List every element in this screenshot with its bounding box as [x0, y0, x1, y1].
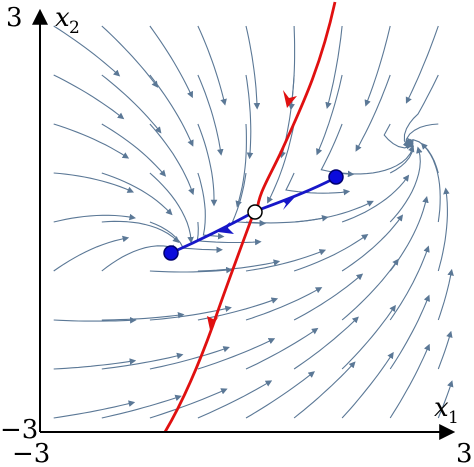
- streamline: [364, 25, 391, 107]
- streamline: [402, 74, 439, 149]
- y-axis-subscript: 2: [69, 18, 80, 38]
- y-axis-symbol: x: [55, 3, 70, 33]
- streamline: [149, 305, 232, 321]
- streamline: [53, 172, 135, 193]
- connection-right: [255, 176, 336, 213]
- streamline: [389, 196, 429, 272]
- streamline: [285, 172, 351, 196]
- streamline: [341, 351, 394, 419]
- streamline: [389, 343, 431, 419]
- streamline: [197, 380, 273, 419]
- streamline: [53, 25, 121, 77]
- streamline: [53, 213, 137, 223]
- streamline: [53, 400, 136, 419]
- x-axis-subscript: 1: [448, 408, 459, 428]
- y-min-label: −3: [0, 415, 38, 445]
- streamline: [53, 235, 130, 272]
- streamline: [389, 294, 430, 370]
- streamline-field: [53, 25, 454, 419]
- y-max-label: 3: [6, 3, 23, 33]
- streamline: [101, 172, 173, 216]
- streamline: [293, 233, 369, 272]
- x-min-label: −3: [12, 439, 50, 467]
- streamline: [294, 200, 374, 223]
- streamline: [53, 123, 130, 159]
- streamline: [101, 123, 167, 177]
- streamline: [197, 297, 279, 321]
- streamline: [405, 25, 439, 104]
- streamline: [101, 74, 162, 134]
- streamline: [149, 25, 193, 99]
- streamline: [293, 273, 364, 321]
- streamline: [245, 287, 323, 321]
- streamline: [355, 74, 391, 152]
- streamline: [267, 123, 295, 204]
- streamline: [245, 371, 315, 419]
- streamline: [245, 327, 319, 370]
- connection-arrow-left: [218, 222, 234, 234]
- streamline: [149, 221, 223, 254]
- streamline: [341, 174, 410, 223]
- streamline: [437, 330, 453, 370]
- separatrix-arrow-lower: [207, 316, 219, 330]
- streamline: [101, 352, 184, 370]
- streamline: [342, 145, 415, 175]
- separatrix-arrow-upper: [283, 90, 297, 108]
- streamline: [293, 361, 356, 419]
- streamline: [53, 316, 137, 324]
- streamline: [437, 380, 454, 419]
- streamline: [235, 123, 247, 208]
- streamline: [245, 25, 261, 110]
- streamline: [437, 268, 454, 321]
- streamline: [197, 123, 218, 207]
- streamline: [149, 388, 228, 419]
- streamline: [101, 244, 179, 272]
- stable-node-right: [328, 169, 344, 185]
- streamline: [101, 25, 159, 88]
- streamline: [437, 187, 450, 272]
- x-max-label: 3: [456, 439, 473, 467]
- streamline: [197, 25, 227, 106]
- saddle-point: [247, 204, 263, 220]
- streamline: [403, 123, 439, 150]
- streamline: [341, 258, 399, 321]
- streamline: [53, 74, 125, 120]
- x-axis-symbol: x: [434, 393, 449, 423]
- streamline: [288, 25, 296, 111]
- streamline: [197, 74, 224, 156]
- streamline: [341, 214, 404, 272]
- streamline: [149, 266, 233, 274]
- streamline: [389, 146, 423, 223]
- separatrix-upper: [255, 1, 337, 212]
- unstable-manifold: [170, 176, 336, 255]
- streamline: [341, 304, 396, 370]
- streamline: [149, 346, 230, 370]
- streamline: [325, 25, 343, 109]
- streamline: [197, 172, 225, 240]
- streamline: [316, 74, 343, 156]
- streamline: [245, 249, 327, 272]
- streamline: [389, 245, 430, 321]
- streamline: [197, 338, 276, 370]
- separatrix: [163, 1, 337, 433]
- streamline: [196, 221, 262, 246]
- connection-left: [170, 210, 255, 255]
- connection-arrow-right: [282, 197, 295, 210]
- streamline: [149, 123, 195, 196]
- streamline: [101, 394, 182, 419]
- streamline: [101, 220, 180, 243]
- streamline: [53, 358, 137, 370]
- streamline: [149, 74, 194, 147]
- streamline: [293, 316, 359, 370]
- streamline: [101, 311, 185, 321]
- streamline: [245, 74, 254, 160]
- streamline: [197, 259, 281, 272]
- stable-node-left: [163, 245, 179, 261]
- streamline: [149, 172, 194, 244]
